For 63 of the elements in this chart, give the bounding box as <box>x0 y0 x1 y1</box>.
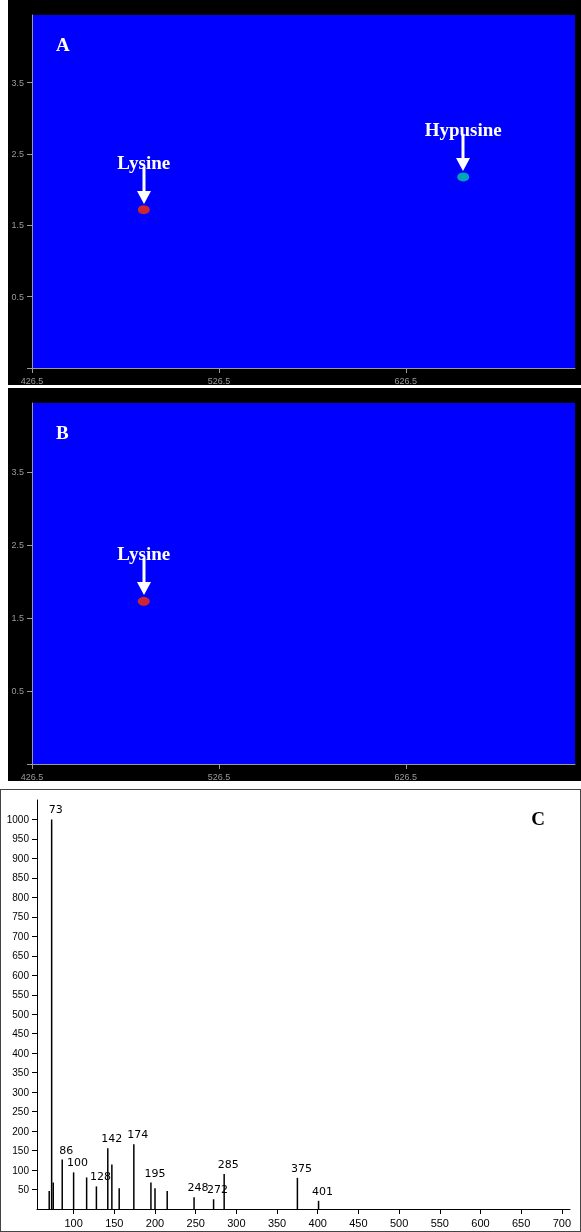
y-tick-label: 800 <box>12 891 30 903</box>
annotation: 100 <box>67 1156 89 1170</box>
y-tick-label: 900 <box>12 852 30 864</box>
y-tick-label: 2.5 <box>11 540 24 551</box>
x-tick-label: 626.5 <box>394 771 418 782</box>
y-tick-label: 550 <box>12 989 30 1001</box>
chart-title: C <box>531 808 546 829</box>
text: B <box>56 422 69 443</box>
x-tick-label: 300 <box>227 1216 246 1229</box>
y-tick-label: 500 <box>12 1008 30 1020</box>
y-tick-label: 2.5 <box>11 149 24 160</box>
x-tick-label: 526.5 <box>207 375 231 386</box>
y-tick-label: 650 <box>12 950 30 962</box>
y-tick-label: 100 <box>12 1164 30 1176</box>
y-tick-label: 3.5 <box>11 467 24 478</box>
x-tick-label: 100 <box>64 1216 83 1229</box>
x-tick-label: 600 <box>471 1216 490 1229</box>
annotation: Lysine <box>117 543 171 566</box>
y-tick-label: 250 <box>12 1106 30 1118</box>
y-tick-label: 450 <box>12 1028 30 1040</box>
x-tick-label: 200 <box>145 1216 165 1229</box>
y-tick-label: 3.5 <box>11 77 24 88</box>
annotation: 142 <box>101 1132 123 1146</box>
y-tick-label: 0.5 <box>11 686 24 697</box>
annotation: 375 <box>290 1161 312 1175</box>
text: A <box>56 34 70 55</box>
y-tick-label: 400 <box>12 1047 30 1059</box>
x-tick-label: 626.5 <box>394 375 418 386</box>
x-tick-label: 450 <box>349 1216 368 1229</box>
annotation: 86 <box>59 1143 74 1157</box>
x-tick-label: 426.5 <box>20 375 44 386</box>
y-tick-label: 0.5 <box>11 291 24 302</box>
y-tick-label: 1.5 <box>11 220 24 231</box>
y-tick-label: 150 <box>12 1145 30 1157</box>
x-tick-label: 526.5 <box>207 771 231 782</box>
x-tick-label: 150 <box>105 1216 124 1229</box>
y-tick-label: 700 <box>12 930 30 942</box>
x-tick-label: 400 <box>308 1216 327 1229</box>
annotation: 73 <box>48 803 63 817</box>
x-tick-label: 500 <box>389 1216 409 1229</box>
annotation: 248 <box>187 1181 209 1195</box>
y-tick-label: 300 <box>12 1086 30 1098</box>
x-tick-label: 700 <box>552 1216 572 1229</box>
y-tick-label: 350 <box>12 1067 30 1079</box>
y-tick-label: 750 <box>12 911 30 923</box>
annotation: 285 <box>217 1157 239 1171</box>
y-tick-label: 950 <box>12 833 30 845</box>
y-tick-label: 850 <box>12 872 30 884</box>
annotation: 195 <box>144 1166 166 1180</box>
y-tick-label: 200 <box>12 1125 30 1137</box>
y-tick-label: 600 <box>12 969 30 981</box>
x-tick-label: 426.5 <box>20 771 44 782</box>
annotation: 401 <box>312 1184 334 1198</box>
annotation: 174 <box>127 1128 149 1142</box>
x-tick-label: 650 <box>512 1216 531 1229</box>
annotation: Lysine <box>117 151 171 174</box>
x-tick-label: 350 <box>267 1216 287 1229</box>
annotation: Hypusine <box>424 118 502 141</box>
x-tick-label: 550 <box>430 1216 449 1229</box>
y-tick-label: 1.5 <box>11 613 24 624</box>
y-tick-label: 50 <box>17 1184 30 1196</box>
x-tick-label: 250 <box>186 1216 205 1229</box>
y-tick-label: 1000 <box>6 813 30 825</box>
